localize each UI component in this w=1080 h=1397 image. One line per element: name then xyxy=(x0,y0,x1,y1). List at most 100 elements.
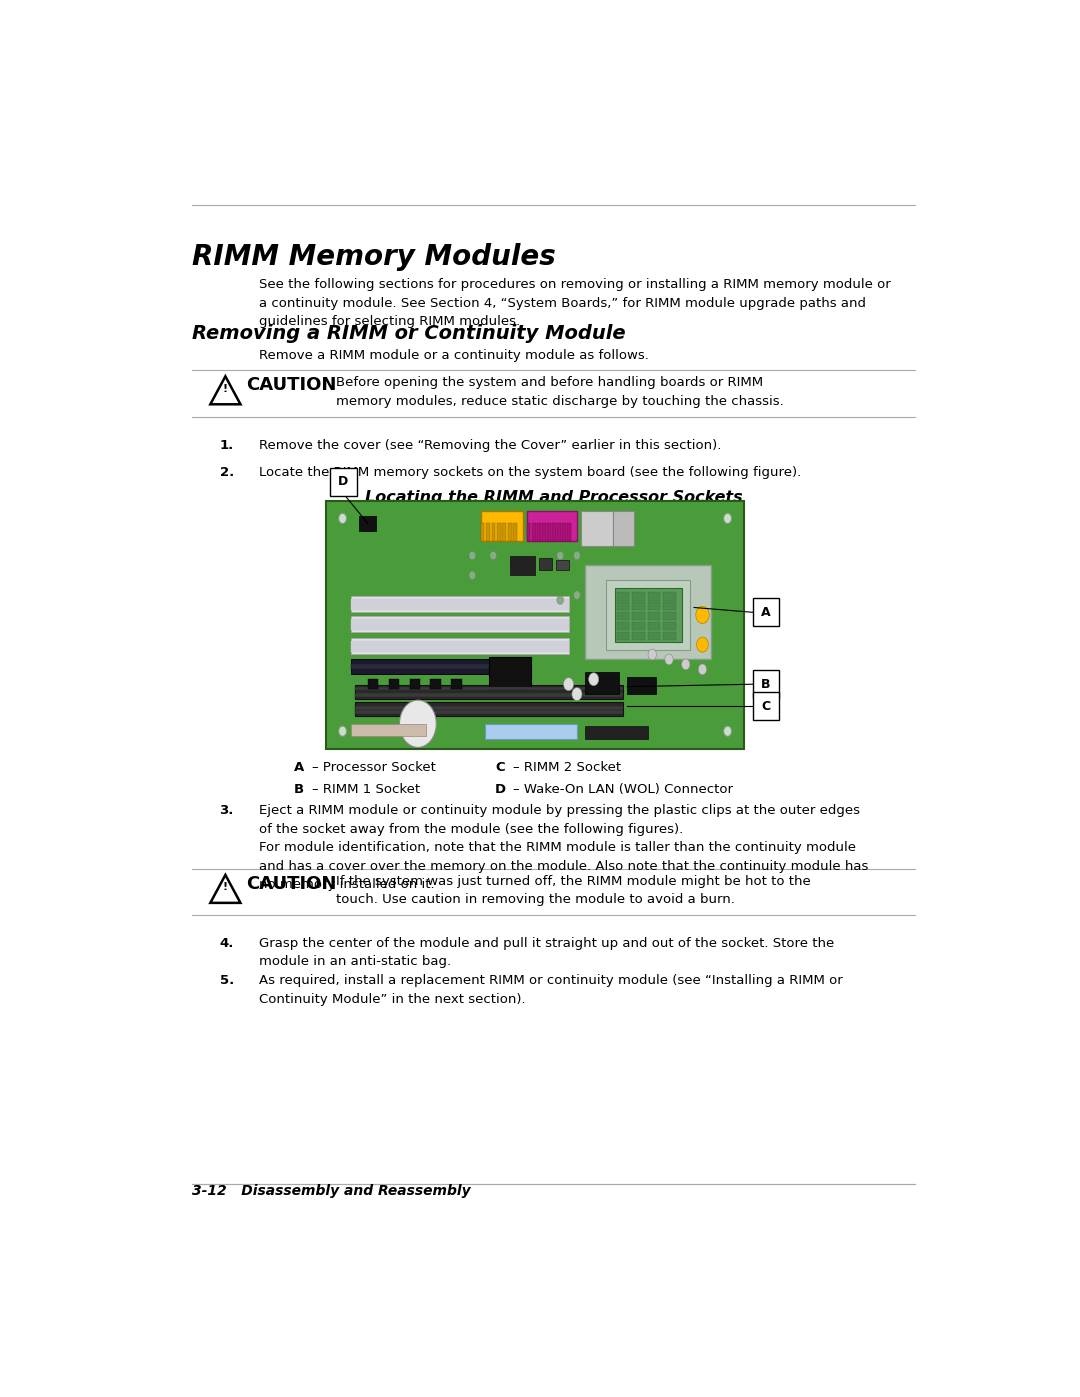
FancyBboxPatch shape xyxy=(355,687,623,690)
Text: A: A xyxy=(761,606,771,619)
FancyBboxPatch shape xyxy=(508,524,512,541)
FancyBboxPatch shape xyxy=(632,622,645,630)
Text: – Processor Socket: – Processor Socket xyxy=(312,761,436,774)
FancyBboxPatch shape xyxy=(615,588,681,643)
FancyBboxPatch shape xyxy=(489,657,531,689)
FancyBboxPatch shape xyxy=(753,671,780,698)
Text: Eject a RIMM module or continuity module by pressing the plastic clips at the ou: Eject a RIMM module or continuity module… xyxy=(259,805,860,835)
Circle shape xyxy=(557,552,564,560)
FancyBboxPatch shape xyxy=(663,622,676,630)
Text: Remove a RIMM module or a continuity module as follows.: Remove a RIMM module or a continuity mod… xyxy=(259,349,649,362)
FancyBboxPatch shape xyxy=(351,619,568,630)
Text: D: D xyxy=(495,782,507,796)
FancyBboxPatch shape xyxy=(330,468,356,496)
FancyBboxPatch shape xyxy=(617,602,630,610)
Text: If the system was just turned off, the RIMM module might be hot to the
touch. Us: If the system was just turned off, the R… xyxy=(336,875,811,907)
Circle shape xyxy=(665,654,673,665)
Text: Grasp the center of the module and pull it straight up and out of the socket. St: Grasp the center of the module and pull … xyxy=(259,937,834,968)
FancyBboxPatch shape xyxy=(351,665,527,669)
FancyBboxPatch shape xyxy=(486,524,490,541)
FancyBboxPatch shape xyxy=(431,679,441,689)
FancyBboxPatch shape xyxy=(491,524,496,541)
FancyBboxPatch shape xyxy=(485,724,577,739)
FancyBboxPatch shape xyxy=(585,726,648,739)
Circle shape xyxy=(697,637,708,652)
FancyBboxPatch shape xyxy=(542,524,545,541)
FancyBboxPatch shape xyxy=(648,602,660,610)
FancyBboxPatch shape xyxy=(409,679,420,689)
Circle shape xyxy=(696,606,710,623)
Text: 4.: 4. xyxy=(219,937,233,950)
Circle shape xyxy=(572,687,582,700)
FancyBboxPatch shape xyxy=(527,511,577,541)
FancyBboxPatch shape xyxy=(355,707,623,710)
FancyBboxPatch shape xyxy=(351,638,568,655)
Circle shape xyxy=(490,552,497,560)
FancyBboxPatch shape xyxy=(648,631,660,640)
FancyBboxPatch shape xyxy=(451,679,462,689)
Text: – Wake-On LAN (WOL) Connector: – Wake-On LAN (WOL) Connector xyxy=(513,782,733,796)
FancyBboxPatch shape xyxy=(481,524,485,541)
Text: Locating the RIMM and Processor Sockets: Locating the RIMM and Processor Sockets xyxy=(365,490,742,506)
FancyBboxPatch shape xyxy=(585,566,711,659)
FancyBboxPatch shape xyxy=(562,524,566,541)
Text: D: D xyxy=(338,475,349,488)
FancyBboxPatch shape xyxy=(556,560,568,570)
FancyBboxPatch shape xyxy=(753,598,780,626)
FancyBboxPatch shape xyxy=(497,524,501,541)
FancyBboxPatch shape xyxy=(389,679,400,689)
Text: For module identification, note that the RIMM module is taller than the continui: For module identification, note that the… xyxy=(259,841,868,891)
FancyBboxPatch shape xyxy=(581,511,612,546)
FancyBboxPatch shape xyxy=(531,524,536,541)
Text: 1.: 1. xyxy=(219,439,233,451)
Text: C: C xyxy=(761,700,771,712)
FancyBboxPatch shape xyxy=(617,592,630,601)
FancyBboxPatch shape xyxy=(537,524,540,541)
Text: CAUTION: CAUTION xyxy=(246,376,337,394)
Circle shape xyxy=(338,513,347,524)
FancyBboxPatch shape xyxy=(351,599,568,610)
Text: 3-12   Disassembly and Reassembly: 3-12 Disassembly and Reassembly xyxy=(192,1185,471,1199)
Circle shape xyxy=(724,726,731,736)
Text: !: ! xyxy=(222,882,228,893)
FancyBboxPatch shape xyxy=(539,557,552,570)
Text: See the following sections for procedures on removing or installing a RIMM memor: See the following sections for procedure… xyxy=(259,278,891,328)
Text: C: C xyxy=(495,761,504,774)
FancyBboxPatch shape xyxy=(632,612,645,620)
FancyBboxPatch shape xyxy=(351,641,568,652)
Text: Before opening the system and before handling boards or RIMM
memory modules, red: Before opening the system and before han… xyxy=(336,376,784,408)
Text: – RIMM 2 Socket: – RIMM 2 Socket xyxy=(513,761,621,774)
Text: RIMM Memory Modules: RIMM Memory Modules xyxy=(192,243,556,271)
FancyBboxPatch shape xyxy=(552,524,555,541)
FancyBboxPatch shape xyxy=(510,556,535,576)
Text: Remove the cover (see “Removing the Cover” earlier in this section).: Remove the cover (see “Removing the Cove… xyxy=(259,439,721,451)
FancyBboxPatch shape xyxy=(663,612,676,620)
FancyBboxPatch shape xyxy=(546,524,551,541)
FancyBboxPatch shape xyxy=(351,659,527,675)
Circle shape xyxy=(469,552,475,560)
Circle shape xyxy=(699,664,706,675)
FancyBboxPatch shape xyxy=(355,685,623,698)
Circle shape xyxy=(557,595,564,605)
FancyBboxPatch shape xyxy=(355,710,623,714)
Text: !: ! xyxy=(222,384,228,394)
FancyBboxPatch shape xyxy=(753,693,780,721)
FancyBboxPatch shape xyxy=(502,524,507,541)
FancyBboxPatch shape xyxy=(326,502,744,749)
FancyBboxPatch shape xyxy=(355,693,623,697)
FancyBboxPatch shape xyxy=(632,602,645,610)
Text: As required, install a replacement RIMM or continuity module (see “Installing a : As required, install a replacement RIMM … xyxy=(259,975,842,1006)
Text: 2.: 2. xyxy=(219,465,233,479)
FancyBboxPatch shape xyxy=(367,679,378,689)
FancyBboxPatch shape xyxy=(360,515,376,531)
FancyBboxPatch shape xyxy=(663,631,676,640)
Circle shape xyxy=(648,650,657,659)
FancyBboxPatch shape xyxy=(557,524,561,541)
FancyBboxPatch shape xyxy=(351,724,427,736)
Circle shape xyxy=(469,571,475,580)
Circle shape xyxy=(573,552,580,560)
FancyBboxPatch shape xyxy=(351,597,568,612)
FancyBboxPatch shape xyxy=(617,631,630,640)
Circle shape xyxy=(338,726,347,736)
Text: A: A xyxy=(294,761,305,774)
